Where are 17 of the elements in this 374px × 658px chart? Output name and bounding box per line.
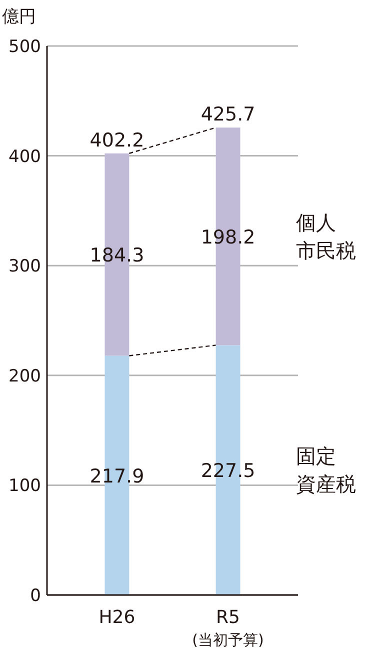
total-label: 402.2 xyxy=(90,129,144,152)
y-tick-label: 300 xyxy=(8,256,41,277)
y-axis-title: 億円 xyxy=(2,7,36,27)
y-tick-label: 400 xyxy=(8,146,41,167)
x-tick-label: R5 (当初予算) xyxy=(192,607,264,649)
total-label: 425.7 xyxy=(200,104,256,126)
y-tick-label: 200 xyxy=(8,366,41,386)
y-tick-label: 100 xyxy=(8,476,41,496)
data-label: 217.9 xyxy=(90,465,144,488)
y-tick-label: 0 xyxy=(30,586,41,606)
y-tick-label: 500 xyxy=(8,37,41,57)
data-label: 198.2 xyxy=(200,226,256,248)
data-label: 184.3 xyxy=(90,244,144,267)
x-tick-label: H26 xyxy=(98,607,136,628)
text: 個人市民税 xyxy=(296,210,356,262)
text: 固定資産税 xyxy=(296,444,356,496)
data-label: 227.5 xyxy=(200,460,256,482)
